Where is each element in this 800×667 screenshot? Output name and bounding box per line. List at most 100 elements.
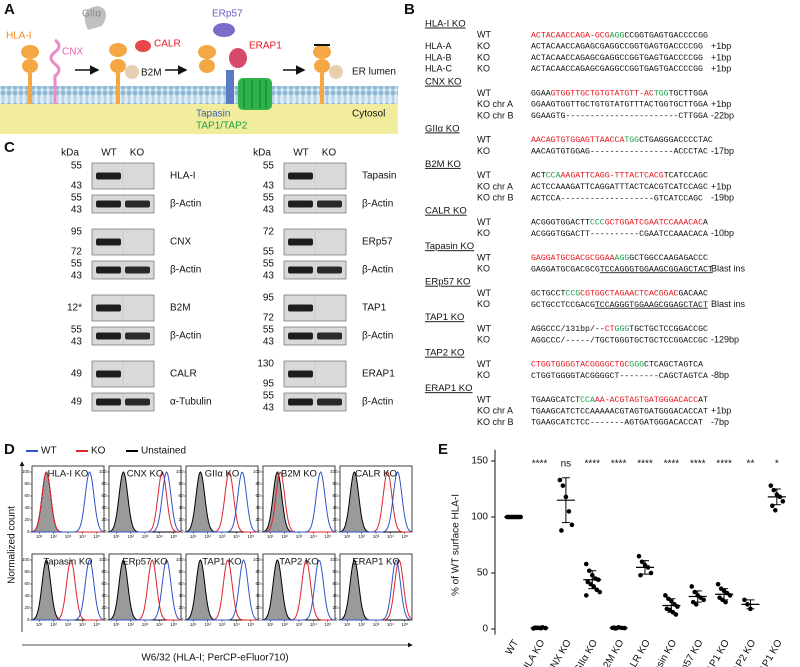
row-status: KO bbox=[477, 335, 490, 345]
band bbox=[288, 370, 313, 378]
sequence: ACTACAACCAGAGCGAGGCCGGTGAGTGACCCCGG bbox=[531, 54, 703, 63]
data-point bbox=[583, 561, 589, 567]
kda-marker: 43 bbox=[263, 205, 275, 216]
x-tick-label: 10¹ bbox=[36, 622, 43, 627]
sequence-segment: GCTGGATCGAATCCAAACAC bbox=[605, 219, 703, 228]
row-note: -10bp bbox=[711, 228, 734, 238]
data-point bbox=[768, 483, 774, 488]
sequence-segment: CTGGTGGGGTACGGGGCTGC bbox=[531, 361, 629, 370]
data-point bbox=[773, 507, 778, 513]
kda-marker: 43 bbox=[71, 205, 83, 216]
sequence-segment: TGCTTGGA bbox=[669, 90, 708, 99]
y-tick-label: 100 bbox=[99, 469, 107, 474]
kda-marker: 55 bbox=[71, 259, 83, 270]
x-tick-label: HLA KO bbox=[520, 638, 548, 667]
x-tick-label: 10⁵ bbox=[247, 622, 254, 627]
row-note: +1bp bbox=[711, 181, 731, 191]
y-tick-label: 20 bbox=[178, 517, 184, 522]
x-tick-label: GIIα KO bbox=[572, 638, 600, 667]
x-tick-label: B2M KO bbox=[598, 638, 627, 667]
row-status: WT bbox=[477, 217, 491, 227]
blot-label: CALR bbox=[170, 369, 197, 380]
x-tick-label: 10⁵ bbox=[93, 534, 100, 539]
row-note: +1bp bbox=[711, 406, 731, 416]
x-tick-label: 10⁴ bbox=[233, 622, 240, 627]
sequence: AGGCCC/131bp/--CTGGGTGCTGCTCCGGACCGC bbox=[531, 324, 708, 334]
y-axis-label: Normalized count bbox=[7, 506, 18, 584]
band bbox=[288, 332, 313, 340]
x-tick-label: 10³ bbox=[373, 534, 380, 539]
y-tick-label: 20 bbox=[24, 517, 30, 522]
data-point bbox=[569, 522, 575, 528]
sequence: ACGGGTGGACTTCCCGCTGGATCGAATCCAAACACA bbox=[531, 219, 708, 228]
kda-marker: 95 bbox=[71, 227, 83, 238]
row-status: KO chr B bbox=[477, 193, 514, 203]
sequence-segment: GGAAGTGGTTGCTGTGTATGTTTACTGGTGCTTGGA bbox=[531, 101, 708, 110]
sequence: ACTACAACCAGAGCGAGGCCGGTGAGTGACCCCGG bbox=[531, 43, 703, 52]
y-tick-label: 60 bbox=[178, 493, 184, 498]
y-tick-label: 150 bbox=[471, 456, 488, 467]
y-tick-label: 20 bbox=[101, 605, 107, 610]
y-tick-label: 80 bbox=[24, 481, 30, 486]
y-tick-label: 100 bbox=[99, 557, 107, 562]
header: WT bbox=[293, 148, 309, 159]
data-point bbox=[648, 570, 654, 576]
sequence-segment: ACTACAACCAGAGCGAGGCCGGTGAGTGACCCCGG bbox=[531, 65, 703, 74]
sequence-segment: ACTCCA-------------------GTCATCCAGC bbox=[531, 194, 703, 203]
label: HLA-I bbox=[6, 31, 32, 42]
y-tick-label: 60 bbox=[255, 581, 261, 586]
blot-label: β-Actin bbox=[362, 199, 393, 210]
significance: **** bbox=[664, 459, 680, 470]
x-tick-label: 10⁴ bbox=[233, 534, 240, 539]
kda-marker: 55 bbox=[71, 325, 83, 336]
x-tick-label: TAP2 KO bbox=[728, 638, 758, 667]
sequence: GGAAGTG-----------------------CTTGGA bbox=[531, 112, 708, 121]
label: Cytosol bbox=[352, 109, 385, 120]
x-tick-label: WT bbox=[504, 638, 521, 657]
y-tick-label: 0 bbox=[482, 624, 488, 635]
y-tick-label: 100 bbox=[176, 557, 184, 562]
kda-marker: 72 bbox=[263, 227, 275, 238]
y-tick-label: 100 bbox=[22, 469, 30, 474]
sequence-segment: CCA bbox=[580, 396, 595, 405]
kda-marker: 43 bbox=[71, 337, 83, 348]
panel-title: ERp57 KO bbox=[122, 557, 167, 568]
y-tick-label: 100 bbox=[253, 469, 261, 474]
data-point bbox=[701, 597, 707, 603]
blot-label: HLA-I bbox=[170, 171, 196, 182]
kda-marker: 12* bbox=[67, 303, 82, 314]
y-tick-label: 40 bbox=[178, 593, 184, 598]
x-tick-label: 10² bbox=[281, 534, 288, 539]
blot-label: β-Actin bbox=[170, 199, 201, 210]
y-tick-label: 80 bbox=[24, 569, 30, 574]
band bbox=[125, 266, 150, 274]
data-point bbox=[636, 553, 642, 559]
x-tick-label: 10⁴ bbox=[387, 534, 394, 539]
kda-marker: 55 bbox=[263, 247, 275, 258]
y-tick-label: 20 bbox=[332, 605, 338, 610]
label: CNX bbox=[62, 47, 83, 58]
sequence: GAGGATGCGACGCGTCCAGGGTGGAAGCGGAGCTACT bbox=[531, 265, 713, 274]
sequence-segment: CCC bbox=[590, 219, 605, 228]
x-tick-label: ERp57 KO bbox=[672, 638, 706, 667]
sequence-segment: GGG bbox=[629, 361, 644, 370]
sequence-segment: CGTGGCTAGAACTCACGGAC bbox=[580, 290, 678, 299]
kda-marker: 55 bbox=[263, 325, 275, 336]
x-tick-label: 10¹ bbox=[267, 534, 274, 539]
y-tick-label: 60 bbox=[332, 581, 338, 586]
sequence-segment: AGG bbox=[610, 31, 625, 40]
sequence: ACTCCAAAGATTCAGGATTTACTCACGTCATCCAGC bbox=[531, 183, 708, 192]
sequence: TGAAGCATCTCC-------AGTGATGGGACACCAT bbox=[531, 419, 703, 428]
y-tick-label: 40 bbox=[255, 593, 261, 598]
data-point bbox=[597, 589, 603, 595]
y-tick-label: 0 bbox=[335, 617, 338, 622]
data-point bbox=[723, 599, 728, 605]
section-title: CNX KO bbox=[425, 77, 461, 88]
y-tick-label: 0 bbox=[335, 529, 338, 534]
sequence-segment: ACGGGTGGACTT----------CGAATCCAAACACA bbox=[531, 230, 708, 239]
row-note: +1bp bbox=[711, 64, 731, 74]
sequence-segment: AACAGTGTGGAG-----------------ACCCTAC bbox=[531, 148, 708, 157]
x-tick-label: 10³ bbox=[65, 534, 72, 539]
section-title: HLA-I KO bbox=[425, 19, 466, 30]
band bbox=[288, 304, 313, 312]
